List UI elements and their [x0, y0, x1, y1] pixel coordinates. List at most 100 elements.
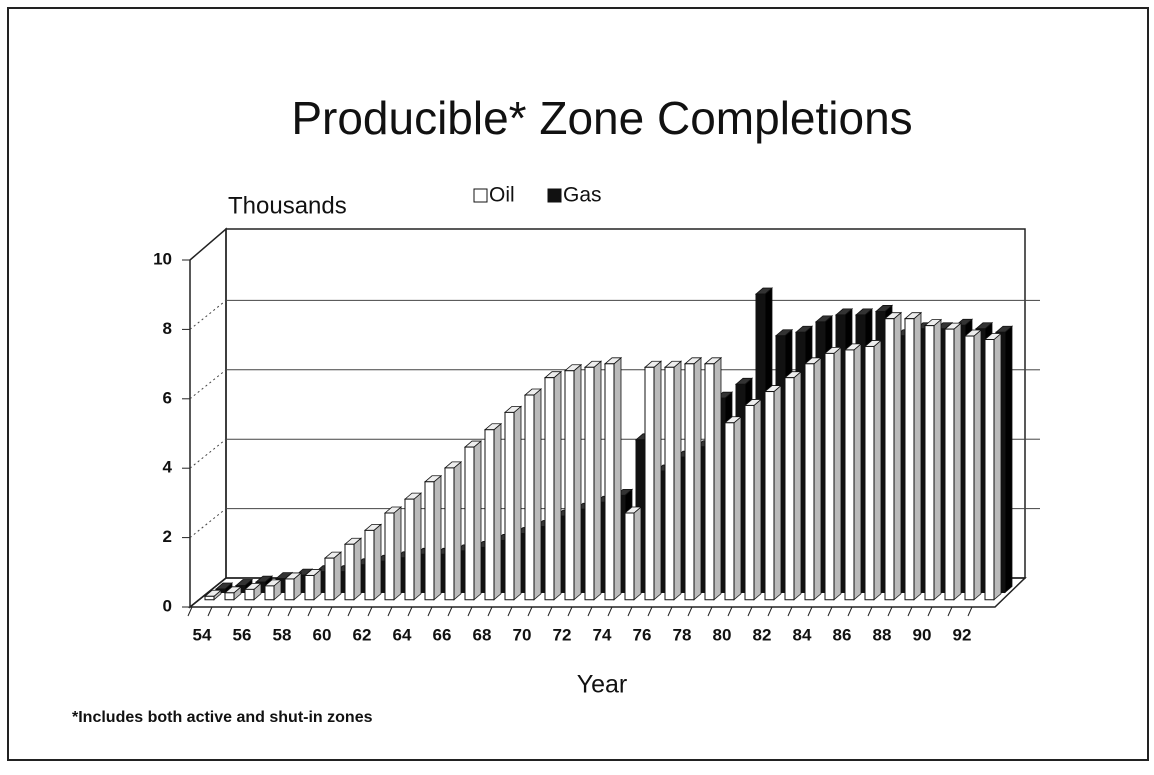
- grid-line: [189, 508, 227, 538]
- bar: [804, 363, 815, 601]
- bar-side: [653, 360, 662, 601]
- bar-side: [613, 356, 622, 601]
- bar-side: [373, 523, 382, 601]
- bar: [304, 574, 315, 601]
- legend-label: Gas: [563, 184, 602, 207]
- y-tick-label: 2: [163, 527, 172, 546]
- bar: [824, 352, 835, 601]
- x-tick: [467, 606, 473, 617]
- bar: [984, 339, 995, 601]
- x-tick: [207, 606, 213, 617]
- bar-side: [673, 360, 682, 601]
- bar-side: [433, 474, 442, 601]
- x-tick-label: 86: [833, 625, 852, 644]
- bar: [444, 467, 455, 601]
- bar-side: [493, 422, 502, 601]
- bar-side: [853, 343, 862, 601]
- bar: [484, 429, 495, 601]
- y-tick-label: 0: [163, 596, 172, 615]
- bar: [504, 411, 515, 601]
- bar: [404, 498, 415, 601]
- x-tick: [447, 606, 453, 617]
- x-tick: [807, 606, 813, 617]
- x-tick-label: 80: [713, 625, 732, 644]
- bar-side: [793, 370, 802, 601]
- x-tick: [347, 606, 353, 617]
- bar: [664, 366, 675, 601]
- x-tick: [887, 606, 893, 617]
- bar: [944, 328, 955, 601]
- x-tick: [927, 606, 933, 617]
- bar: [364, 529, 375, 601]
- grid-line: [189, 300, 227, 330]
- x-tick: [547, 606, 553, 617]
- bar: [624, 512, 635, 601]
- x-tick: [827, 606, 833, 617]
- bar-side: [753, 398, 762, 601]
- bar: [924, 325, 935, 601]
- x-tick-label: 78: [673, 625, 692, 644]
- x-tick-label: 60: [313, 625, 332, 644]
- grid-line: [189, 369, 227, 400]
- bar: [744, 404, 755, 601]
- bar-side: [913, 311, 922, 601]
- bar: [324, 557, 335, 601]
- x-tick-label: 76: [633, 625, 652, 644]
- x-tick: [687, 606, 693, 617]
- grid-line: [189, 438, 227, 469]
- bar: [224, 592, 235, 601]
- x-tick: [867, 606, 873, 617]
- bar: [724, 422, 735, 601]
- x-tick: [747, 606, 753, 617]
- frame: [7, 7, 1149, 761]
- floor: [187, 577, 1027, 608]
- bar: [424, 481, 435, 601]
- bar-side: [713, 356, 722, 601]
- x-tick: [627, 606, 633, 617]
- x-tick-label: 92: [953, 625, 972, 644]
- x-tick-label: 82: [753, 625, 772, 644]
- bar-side: [393, 506, 402, 601]
- bar-side: [533, 388, 542, 601]
- x-tick: [647, 606, 653, 617]
- x-tick: [527, 606, 533, 617]
- bar: [284, 578, 295, 601]
- bar-side: [933, 318, 942, 601]
- x-tick: [427, 606, 433, 617]
- y-tick-label: 10: [153, 249, 172, 268]
- bar-side: [973, 329, 982, 601]
- x-tick-label: 54: [193, 625, 212, 644]
- x-tick: [607, 606, 613, 617]
- bar-side: [993, 332, 1002, 601]
- x-tick-label: 84: [793, 625, 812, 644]
- bar: [264, 585, 275, 601]
- bar: [604, 363, 615, 601]
- footnote: *Includes both active and shut-in zones: [72, 709, 373, 726]
- x-tick: [367, 606, 373, 617]
- bar-side: [693, 356, 702, 601]
- bar-side: [733, 415, 742, 601]
- bar: [564, 370, 575, 601]
- bar: [844, 349, 855, 601]
- bar-side: [633, 506, 642, 601]
- x-tick: [667, 606, 673, 617]
- bar: [684, 363, 695, 601]
- x-tick: [507, 606, 513, 617]
- bar: [964, 335, 975, 601]
- x-tick: [187, 606, 193, 617]
- bar: [704, 363, 715, 601]
- legend-swatch: [547, 188, 562, 203]
- bar: [584, 366, 595, 601]
- x-tick: [267, 606, 273, 617]
- bar: [464, 446, 475, 601]
- bar-side: [573, 363, 582, 601]
- y-tick-label: 6: [163, 388, 172, 407]
- x-tick-label: 58: [273, 625, 292, 644]
- bar: [524, 394, 535, 601]
- bar: [644, 366, 655, 601]
- x-tick: [767, 606, 773, 617]
- x-tick: [387, 606, 393, 617]
- bar-side: [773, 384, 782, 601]
- x-tick: [947, 606, 953, 617]
